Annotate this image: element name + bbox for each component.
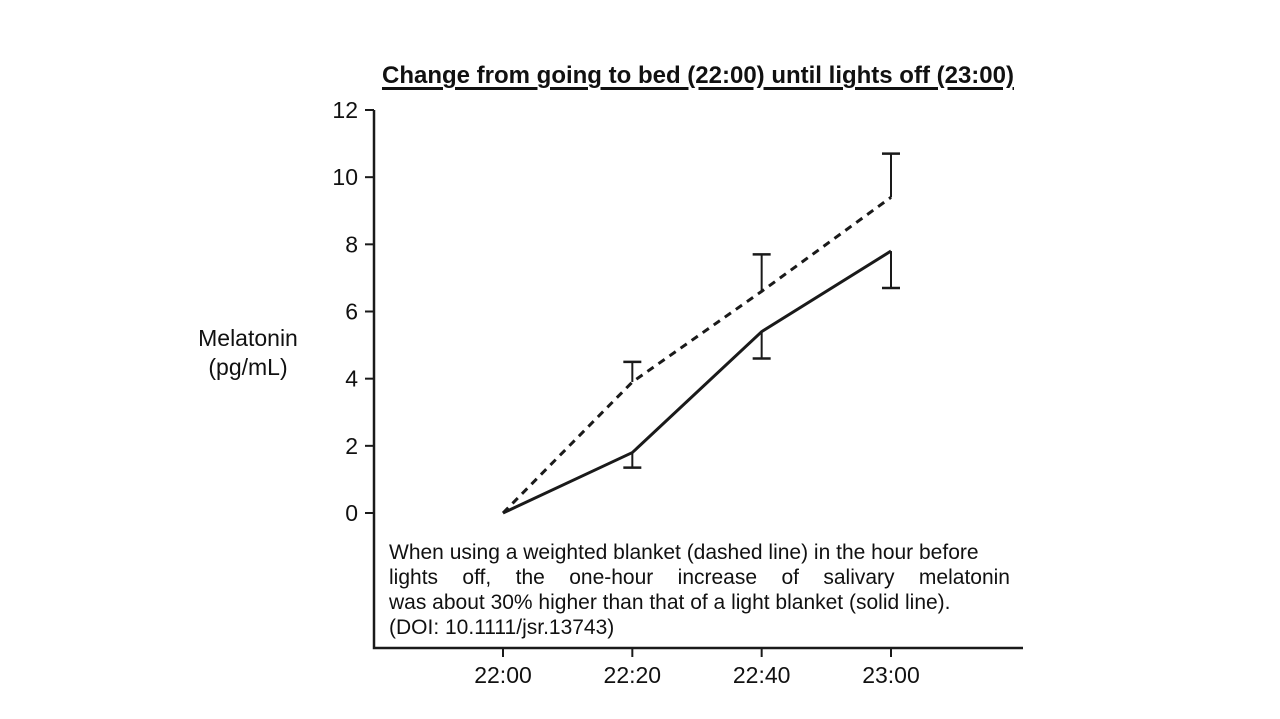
chart-title: Change from going to bed (22:00) until l… [381, 62, 1014, 89]
y-tick-label: 4 [345, 366, 358, 392]
x-tick-label: 22:40 [733, 662, 791, 688]
series-line-dashed [501, 196, 892, 515]
x-tick-label: 22:00 [474, 662, 532, 688]
y-tick-label: 12 [332, 97, 358, 123]
caption-line-3: was about 30% higher than that of a ligh… [389, 591, 951, 614]
y-tick-label: 6 [345, 299, 358, 325]
x-tick-label: 23:00 [862, 662, 920, 688]
x-tick-label: 22:20 [604, 662, 662, 688]
caption-line-2: lights off, the one-hour increase of sal… [389, 566, 1010, 589]
y-tick-label: 2 [345, 433, 358, 459]
caption: When using a weighted blanket (dashed li… [389, 540, 1010, 640]
y-tick-label: 8 [345, 231, 358, 257]
y-tick-label: 10 [332, 164, 358, 190]
caption-line-4: (DOI: 10.1111/jsr.13743) [389, 616, 615, 639]
series-line-solid [502, 249, 892, 515]
y-axis-label: Melatonin (pg/mL) [198, 325, 298, 380]
caption-line-1: When using a weighted blanket (dashed li… [389, 541, 979, 564]
y-tick-label: 0 [345, 500, 358, 526]
axis-spine [372, 110, 1023, 650]
